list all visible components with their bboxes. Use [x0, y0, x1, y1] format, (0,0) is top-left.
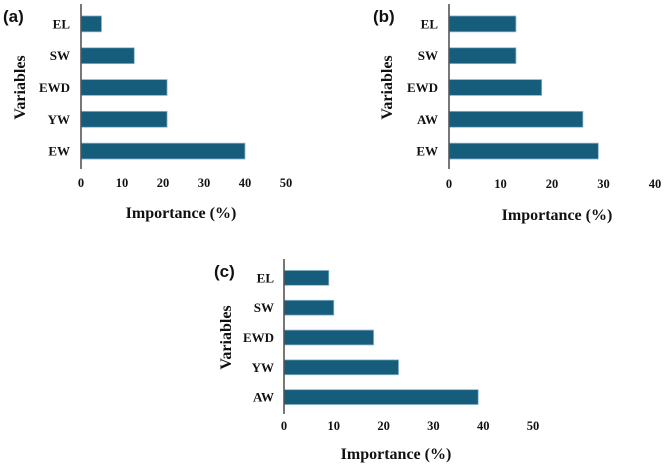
- chart-panel-a: (a) EL SW EWD YW EW 0 10 20 30 40 50 Importance (%) V…: [3, 4, 292, 222]
- bar-yw: [80, 110, 168, 128]
- bar-ew: [448, 142, 599, 160]
- x-tick-label: 30: [198, 176, 211, 190]
- chart-panel-c: (c) EL SW EWD YW AW 0 10 20 30 40 50 Importance (%) V…: [214, 259, 539, 463]
- category-label: EWD: [39, 80, 70, 95]
- bar-el: [80, 15, 102, 33]
- x-tick-label: 40: [477, 419, 490, 433]
- bar-yw: [283, 359, 399, 376]
- x-tick-label: 30: [597, 177, 610, 191]
- bar-ewd: [448, 79, 543, 96]
- x-tick-label: 10: [328, 419, 341, 433]
- x-tick-label: 30: [427, 419, 440, 433]
- x-tick-label: 0: [281, 419, 287, 433]
- category-label: SW: [418, 48, 438, 63]
- category-label: SW: [254, 300, 274, 315]
- x-tick-label: 50: [280, 176, 293, 190]
- panel-label: (a): [3, 7, 24, 26]
- y-axis-title: Variables: [12, 55, 29, 119]
- bar-aw: [448, 110, 584, 128]
- y-axis-title: Variables: [379, 55, 396, 119]
- x-tick-label: 0: [78, 176, 84, 190]
- x-tick-label: 10: [116, 176, 129, 190]
- bar-ewd: [80, 79, 168, 96]
- category-label: YW: [48, 112, 70, 127]
- chart-panel-b: (b) EL SW EWD AW EW 0 10 20 30 40 Importance (%) Var…: [373, 4, 661, 224]
- category-label: EWD: [243, 330, 274, 345]
- category-label: YW: [252, 360, 274, 375]
- bar-ewd: [283, 329, 375, 346]
- panel-label: (b): [373, 7, 395, 26]
- x-tick-label: 20: [546, 177, 559, 191]
- bar-el: [448, 15, 517, 33]
- category-label: EL: [257, 270, 275, 285]
- bar-sw: [448, 47, 517, 65]
- x-tick-label: 0: [446, 177, 452, 191]
- category-label: EW: [48, 144, 70, 159]
- x-axis-title: Importance (%): [341, 446, 452, 463]
- panel-label: (c): [214, 262, 235, 281]
- bar-aw: [283, 389, 479, 405]
- x-tick-label: 40: [649, 177, 662, 191]
- category-label: AW: [417, 112, 438, 127]
- x-axis-title: Importance (%): [126, 205, 237, 222]
- category-label: EL: [53, 16, 71, 31]
- category-label: EW: [416, 144, 438, 159]
- category-label: SW: [50, 48, 70, 63]
- x-tick-label: 10: [494, 177, 507, 191]
- x-tick-label: 50: [527, 419, 540, 433]
- bar-sw: [80, 47, 135, 65]
- y-axis-title: Variables: [218, 305, 235, 369]
- bar-sw: [283, 299, 335, 316]
- bar-ew: [80, 142, 246, 160]
- category-label: EWD: [407, 80, 438, 95]
- x-tick-label: 20: [157, 176, 170, 190]
- x-tick-label: 20: [377, 419, 390, 433]
- x-tick-label: 40: [239, 176, 252, 190]
- category-label: AW: [253, 390, 274, 405]
- bar-el: [283, 270, 330, 286]
- category-label: EL: [421, 16, 439, 31]
- x-axis-title: Importance (%): [502, 207, 613, 224]
